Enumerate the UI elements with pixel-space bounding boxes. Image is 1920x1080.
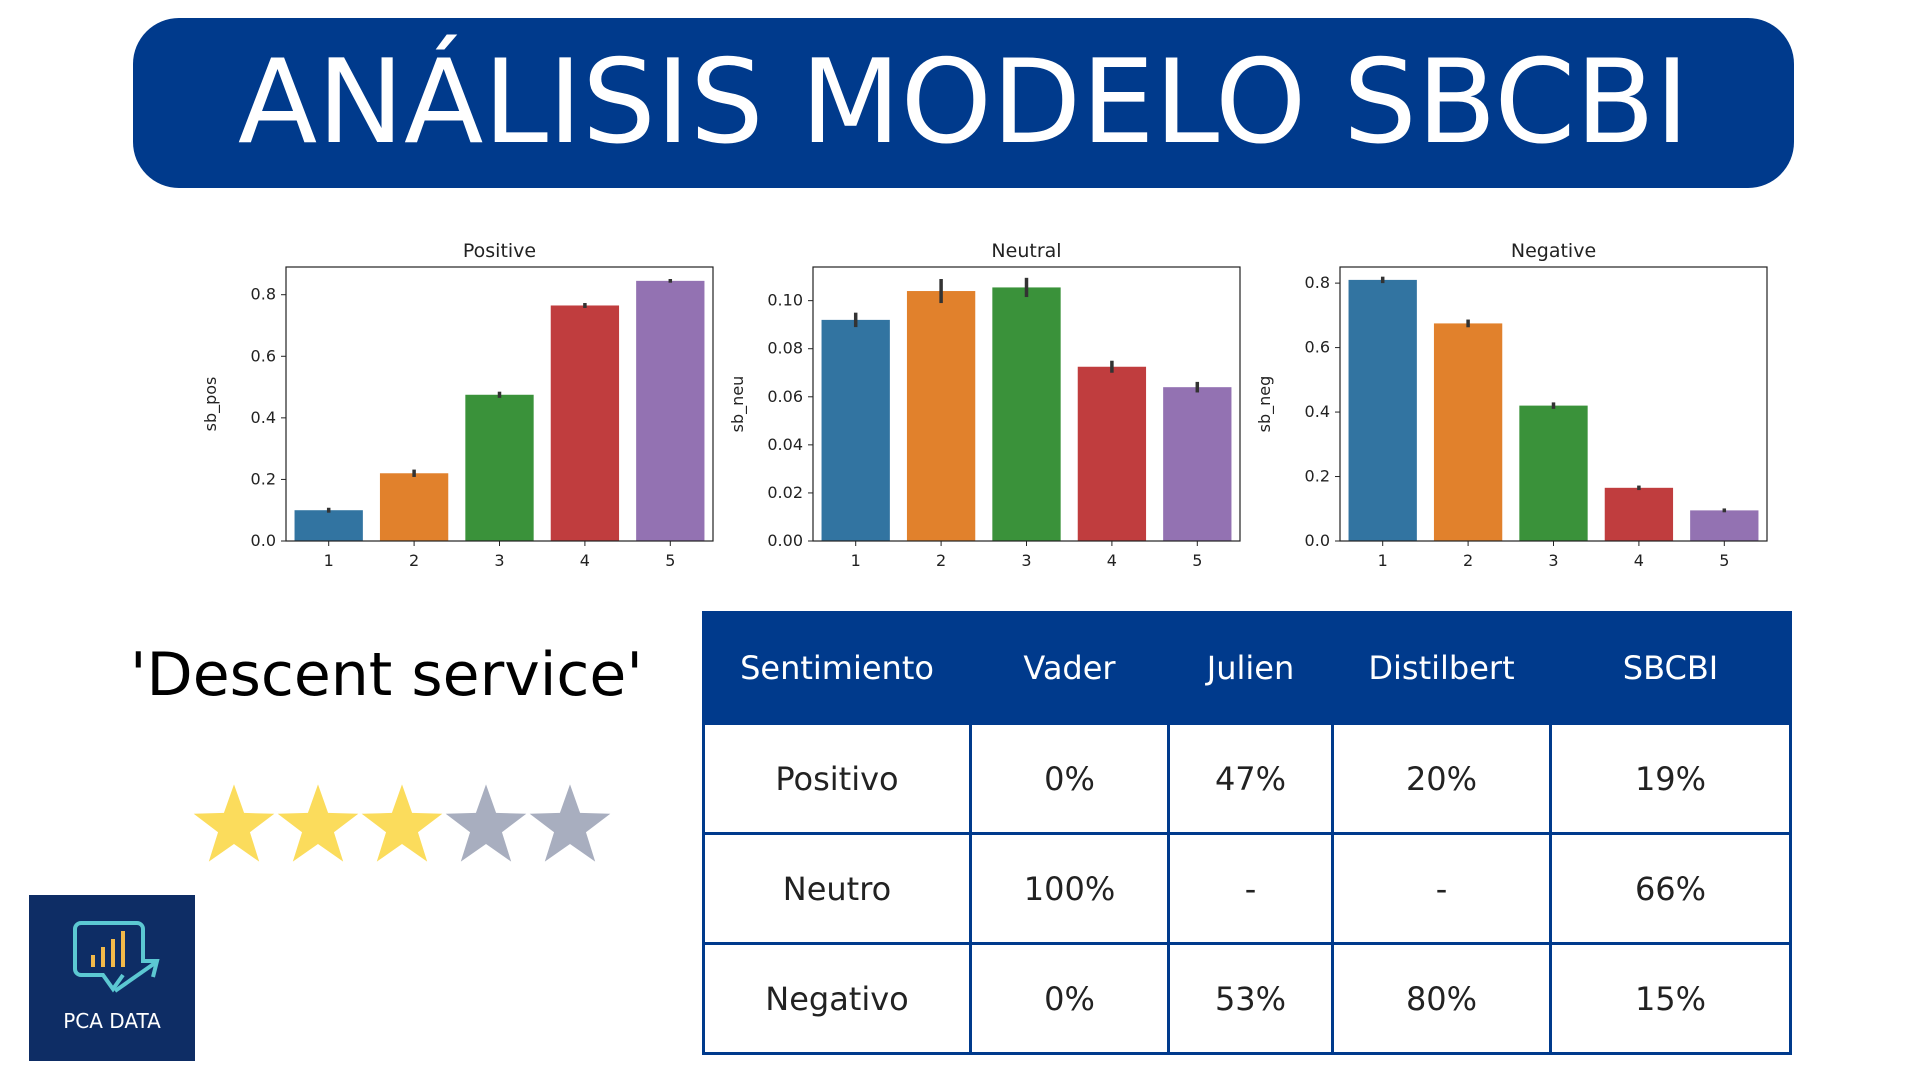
table-cell: 15% [1549, 942, 1792, 1055]
table-cell: 0% [969, 942, 1170, 1055]
y-tick-label: 0.8 [251, 285, 276, 304]
table-cell: 66% [1549, 832, 1792, 945]
star-filled-icon [193, 784, 275, 862]
chart-title: Neutral [991, 240, 1061, 262]
y-tick-label: 0.6 [251, 346, 276, 365]
y-tick-label: 0.2 [1305, 467, 1330, 486]
x-tick-label: 5 [1719, 551, 1729, 570]
chart-bar [1348, 279, 1417, 541]
x-tick-label: 4 [1634, 551, 1644, 570]
table-cell: 19% [1549, 722, 1792, 835]
chart-bar [294, 510, 363, 541]
table-header-row: Sentimiento Vader Julien Distilbert SBCB… [702, 611, 1792, 725]
chart-bar [465, 394, 534, 541]
chart-bar [550, 305, 620, 541]
x-tick-label: 3 [1021, 551, 1031, 570]
chart-frame [1339, 266, 1768, 542]
star-filled-icon [361, 784, 443, 862]
results-table: Sentimiento Vader Julien Distilbert SBCB… [702, 611, 1792, 1055]
chart-bar [1163, 387, 1232, 541]
table-cell: 20% [1331, 722, 1552, 835]
chart-frame [812, 266, 1241, 542]
x-tick-label: 5 [1192, 551, 1202, 570]
chart-bar [1604, 487, 1674, 541]
table-cell: 47% [1167, 722, 1334, 835]
header-sbcbi: SBCBI [1549, 611, 1792, 725]
x-tick-label: 1 [851, 551, 861, 570]
x-tick-label: 2 [936, 551, 946, 570]
table-cell: - [1331, 832, 1552, 945]
y-tick-label: 0.08 [767, 339, 803, 358]
chart-bar [1519, 405, 1588, 541]
y-tick-label: 0.6 [1305, 338, 1330, 357]
review-text: 'Descent service' [130, 640, 643, 710]
chart-bar [1077, 366, 1147, 541]
chart-bar [636, 280, 705, 541]
y-tick-label: 0.0 [1305, 531, 1330, 550]
x-tick-label: 4 [580, 551, 590, 570]
table-row: Negativo 0% 53% 80% 15% [702, 942, 1792, 1055]
y-tick-label: 0.4 [1305, 402, 1330, 421]
page-title: ANÁLISIS MODELO SBCBI [237, 35, 1690, 170]
logo-text: PCA DATA [63, 1009, 161, 1033]
star-empty-icon [445, 784, 527, 862]
x-tick-label: 2 [409, 551, 419, 570]
table-row: Neutro 100% - - 66% [702, 832, 1792, 945]
star-empty-icon [529, 784, 611, 862]
y-tick-label: 0.8 [1305, 273, 1330, 292]
title-banner: ANÁLISIS MODELO SBCBI [133, 18, 1794, 188]
chart-bar [821, 319, 890, 541]
y-axis-label: sb_neg [1255, 376, 1275, 433]
pca-data-logo: PCA DATA [29, 895, 195, 1061]
chart-bar [379, 473, 449, 541]
x-tick-label: 2 [1463, 551, 1473, 570]
chart-frame [285, 266, 714, 542]
header-sentimiento: Sentimiento [702, 611, 972, 725]
header-distilbert: Distilbert [1331, 611, 1552, 725]
table-cell: 53% [1167, 942, 1334, 1055]
table-row: Positivo 0% 47% 20% 19% [702, 722, 1792, 835]
y-tick-label: 0.2 [251, 469, 276, 488]
table-cell: 80% [1331, 942, 1552, 1055]
chart-title: Negative [1511, 240, 1596, 262]
chart-title: Positive [463, 240, 536, 262]
y-axis-label: sb_pos [201, 377, 221, 432]
x-tick-label: 5 [665, 551, 675, 570]
star-filled-icon [277, 784, 359, 862]
table-cell: 100% [969, 832, 1170, 945]
table-cell: - [1167, 832, 1334, 945]
x-tick-label: 3 [494, 551, 504, 570]
x-tick-label: 1 [1378, 551, 1388, 570]
chart-bar [1433, 323, 1503, 541]
header-vader: Vader [969, 611, 1170, 725]
table-cell: Neutro [702, 832, 972, 945]
chart-bar [906, 291, 976, 541]
chart-bar [1690, 510, 1759, 541]
x-tick-label: 1 [324, 551, 334, 570]
y-tick-label: 0.02 [767, 483, 803, 502]
sentiment-charts: Positive 1 2 3 4 5 0.0 0.2 0.4 0.6 0.8 sb_pos Neutra… [201, 240, 1768, 570]
table-cell: Positivo [702, 722, 972, 835]
y-tick-label: 0.04 [767, 435, 803, 454]
y-tick-label: 0.00 [767, 531, 803, 550]
table-cell: 0% [969, 722, 1170, 835]
y-tick-label: 0.4 [251, 408, 276, 427]
chart-bar [992, 287, 1061, 541]
header-julien: Julien [1167, 611, 1334, 725]
y-tick-label: 0.0 [251, 531, 276, 550]
chart-arrow-icon [73, 921, 160, 993]
y-axis-label: sb_neu [728, 376, 748, 433]
star-rating [192, 778, 612, 878]
x-tick-label: 4 [1107, 551, 1117, 570]
y-tick-label: 0.10 [767, 291, 803, 310]
y-tick-label: 0.06 [767, 387, 803, 406]
x-tick-label: 3 [1548, 551, 1558, 570]
table-cell: Negativo [702, 942, 972, 1055]
